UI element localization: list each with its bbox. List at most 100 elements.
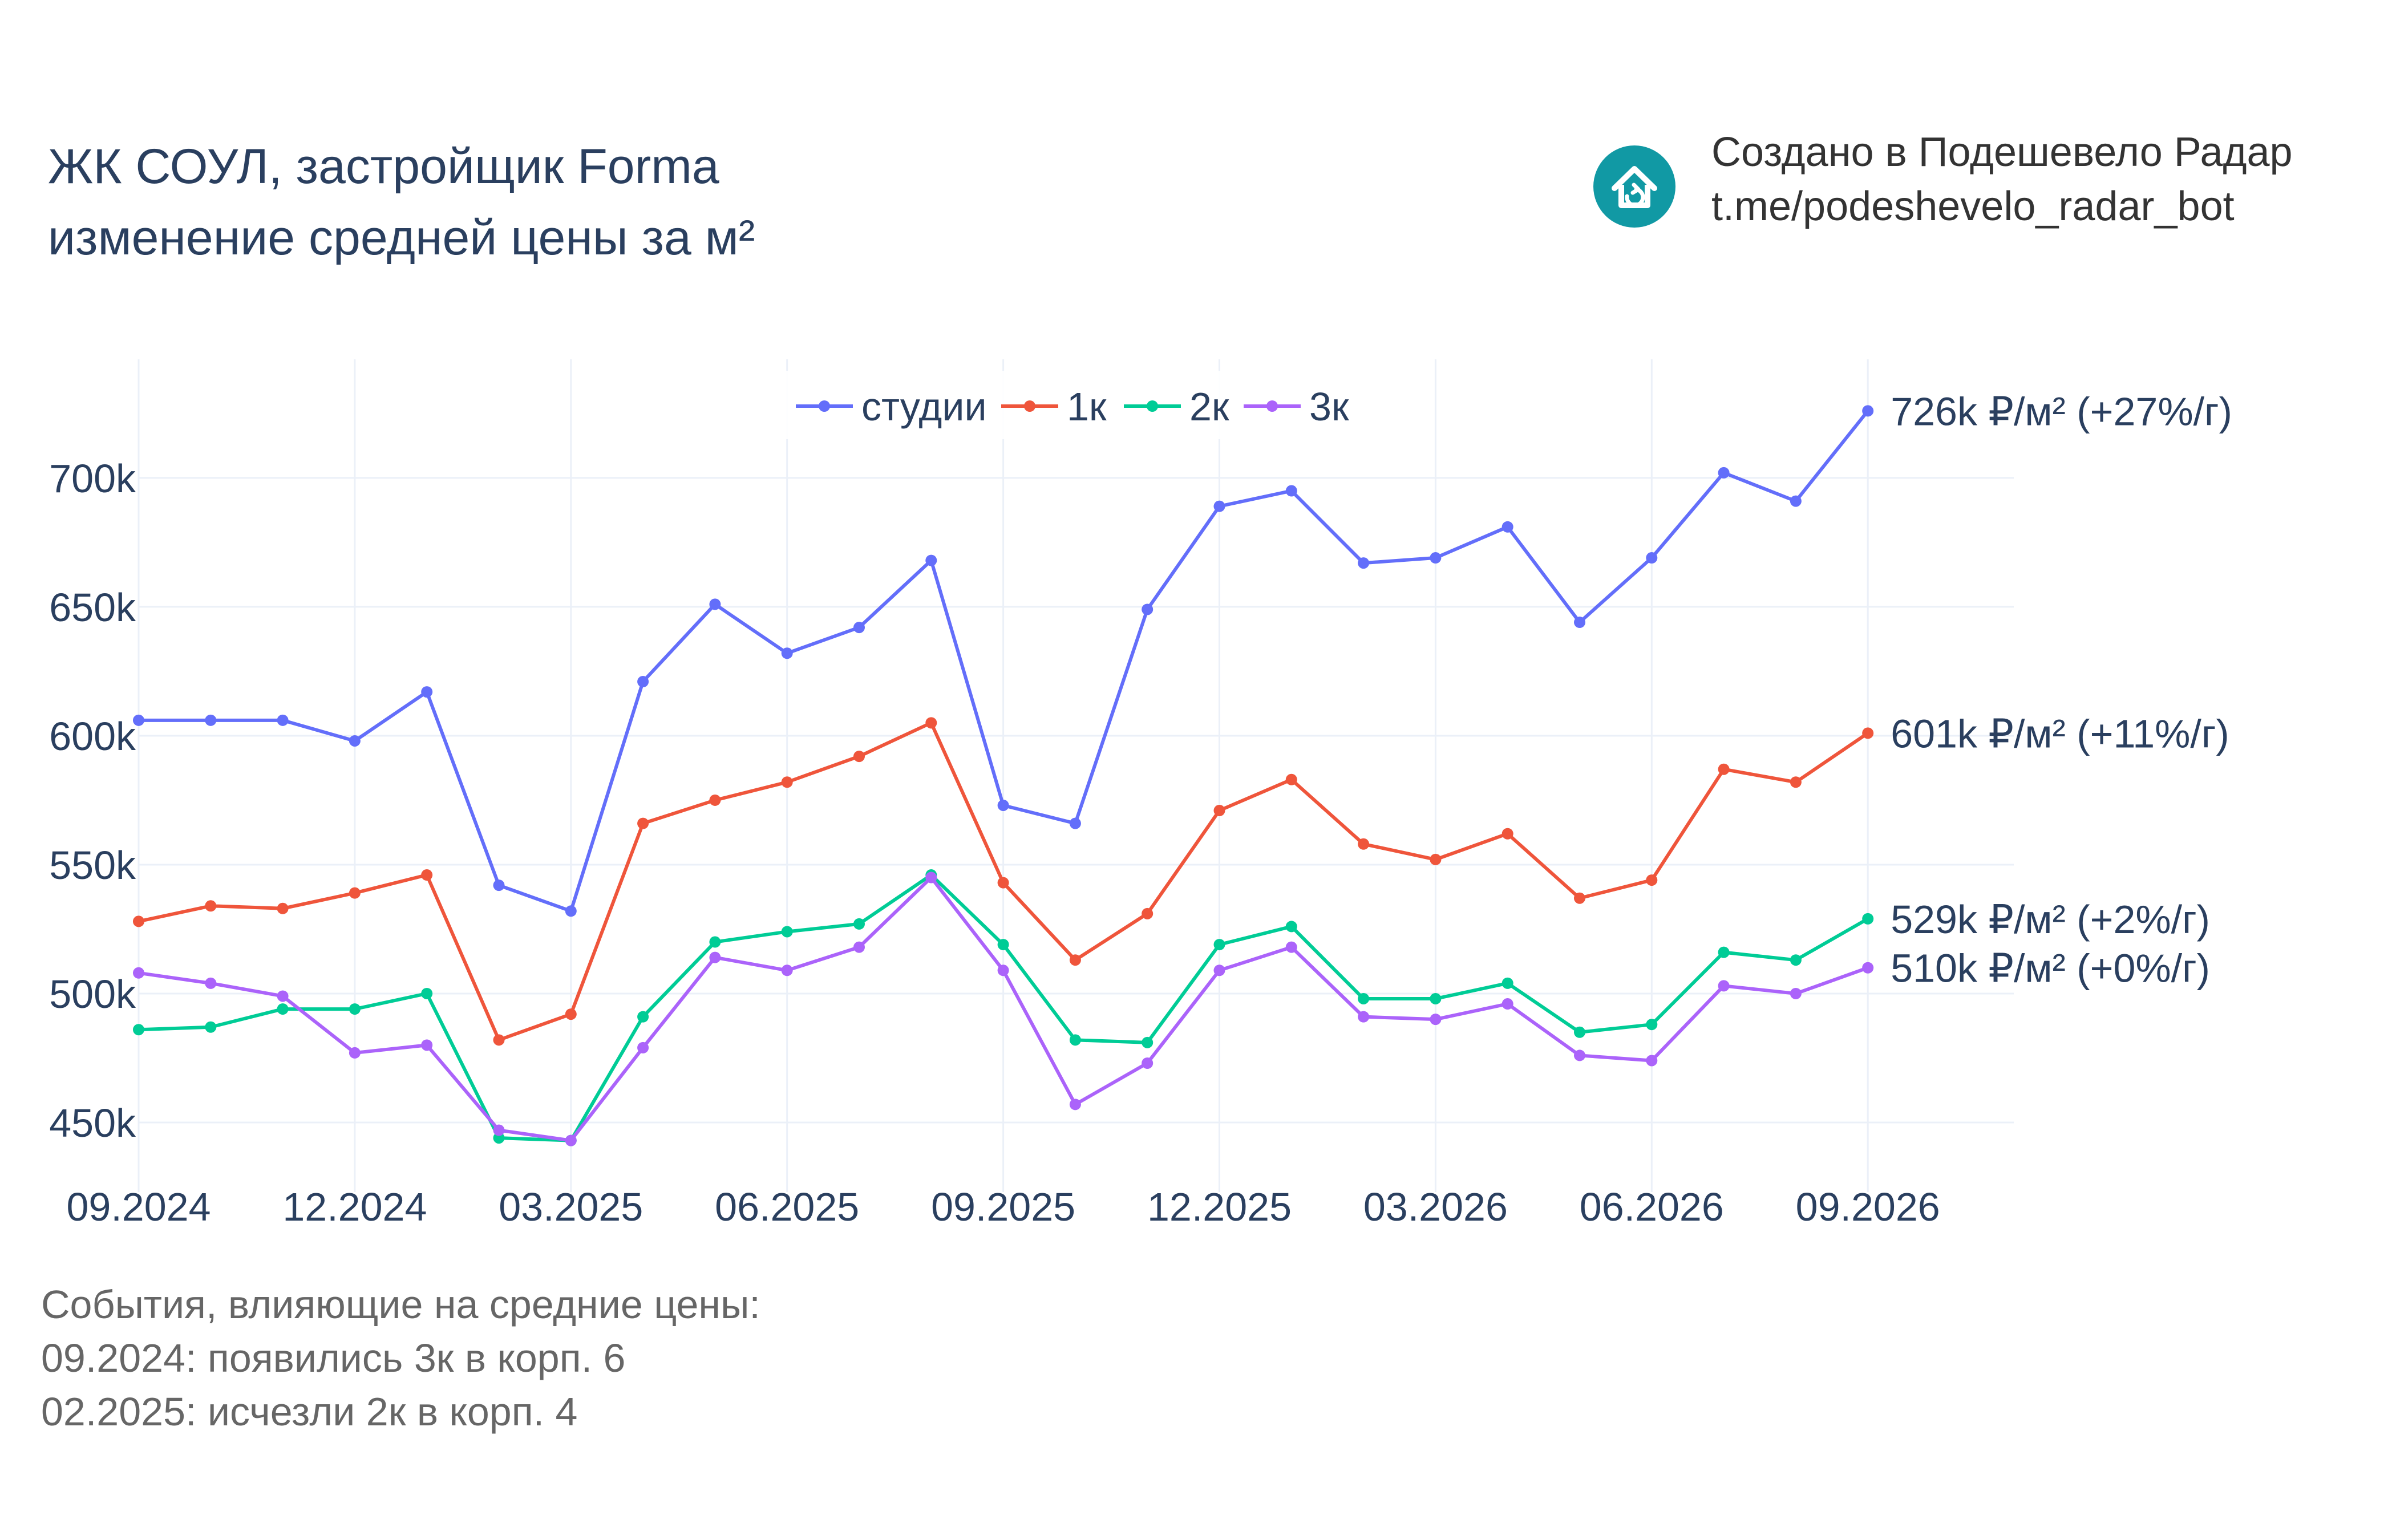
- x-tick-label: 03.2026: [1363, 1185, 1508, 1229]
- data-point: [349, 887, 361, 899]
- data-point: [1862, 913, 1874, 925]
- data-point: [997, 799, 1009, 811]
- data-point: [997, 877, 1009, 889]
- end-label: 726k ₽/м² (+27%/г): [1891, 389, 2232, 433]
- data-point: [637, 817, 649, 829]
- data-point: [277, 714, 289, 726]
- data-point: [205, 714, 217, 726]
- x-tick-label: 09.2025: [931, 1185, 1075, 1229]
- data-point: [781, 647, 793, 659]
- series-1: [133, 405, 1874, 917]
- house-logo-icon: [1593, 145, 1675, 228]
- data-point: [637, 1041, 649, 1053]
- data-point: [1142, 1057, 1154, 1069]
- data-point: [1213, 939, 1225, 951]
- x-tick-label: 06.2025: [715, 1185, 859, 1229]
- data-point: [1718, 980, 1730, 992]
- brand-text: Создано в Подешевело Радар t.me/podeshev…: [1711, 125, 2293, 234]
- data-point: [781, 964, 793, 976]
- event-item-1: 09.2024: появились 3к в корп. 6: [41, 1336, 626, 1380]
- data-point: [1142, 1036, 1154, 1048]
- data-point: [1069, 954, 1081, 966]
- legend-label: 3к: [1309, 384, 1349, 429]
- data-point: [1574, 617, 1585, 629]
- data-point: [853, 751, 865, 763]
- data-point: [997, 964, 1009, 976]
- data-point: [709, 598, 721, 610]
- y-tick-label: 700k: [49, 456, 136, 501]
- x-axis: 09.2024 12.2024 03.2025 06.2025 09.2025 12.20…: [66, 1185, 1940, 1229]
- data-point: [637, 676, 649, 688]
- data-point: [1430, 853, 1442, 865]
- event-item-2: 02.2025: исчезли 2к в корп. 4: [41, 1389, 578, 1434]
- data-point: [1501, 998, 1513, 1010]
- data-point: [1862, 405, 1874, 417]
- data-point: [1790, 954, 1802, 966]
- data-point: [1574, 1026, 1585, 1038]
- data-point: [1069, 1099, 1081, 1111]
- legend: студии 1к 2к 3к: [782, 371, 1358, 439]
- data-point: [1213, 805, 1225, 817]
- data-point: [133, 1024, 144, 1036]
- data-point: [1358, 838, 1370, 850]
- x-tick-label: 12.2024: [282, 1185, 427, 1229]
- data-point: [1646, 1019, 1658, 1031]
- data-point: [1285, 921, 1297, 933]
- brand-link[interactable]: t.me/podeshevelo_radar_bot: [1711, 184, 2235, 229]
- data-point: [925, 872, 937, 884]
- data-point: [1285, 941, 1297, 953]
- end-label: 529k ₽/м² (+2%/г): [1891, 897, 2210, 942]
- data-point: [1142, 907, 1154, 919]
- data-point: [781, 926, 793, 938]
- brand-block: Создано в Подешевело Радар t.me/podeshev…: [1592, 125, 2333, 251]
- series-2: [133, 717, 1874, 1046]
- legend-label: 1к: [1067, 384, 1107, 429]
- legend-marker: [1147, 400, 1158, 412]
- brand-line1: Создано в Подешевело Радар: [1711, 129, 2293, 175]
- data-point: [1430, 552, 1442, 564]
- chart-title-line2: изменение средней цены за м²: [48, 210, 755, 265]
- data-point: [565, 1134, 577, 1146]
- legend-label: студии: [861, 384, 987, 429]
- data-point: [1069, 817, 1081, 829]
- data-point: [421, 1039, 433, 1051]
- data-point: [925, 717, 937, 729]
- series-layer: [133, 405, 1874, 1146]
- data-point: [1501, 828, 1513, 840]
- legend-marker: [1266, 400, 1278, 412]
- data-point: [277, 1003, 289, 1015]
- data-point: [853, 918, 865, 930]
- x-tick-label: 09.2026: [1796, 1185, 1940, 1229]
- data-point: [925, 554, 937, 566]
- legend-marker: [1024, 400, 1035, 412]
- y-tick-label: 550k: [49, 843, 136, 887]
- data-point: [133, 714, 144, 726]
- data-point: [1790, 776, 1802, 788]
- data-point: [1213, 964, 1225, 976]
- legend-item[interactable]: 3к: [1244, 384, 1349, 429]
- legend-item[interactable]: 2к: [1124, 384, 1229, 429]
- chart-title: ЖК СОУЛ, застройщик Forma изменение сред…: [48, 131, 755, 274]
- data-point: [1718, 946, 1730, 958]
- data-point: [1358, 992, 1370, 1004]
- data-point: [133, 967, 144, 979]
- data-point: [1574, 1049, 1585, 1061]
- data-point: [1142, 603, 1154, 615]
- legend-item[interactable]: 1к: [1001, 384, 1107, 429]
- end-label: 510k ₽/м² (+0%/г): [1891, 946, 2210, 991]
- data-point: [709, 936, 721, 948]
- grid: [137, 359, 2014, 1192]
- x-tick-label: 03.2025: [499, 1185, 643, 1229]
- x-tick-label: 06.2026: [1580, 1185, 1724, 1229]
- x-tick-label: 09.2024: [66, 1185, 211, 1229]
- data-point: [1501, 521, 1513, 533]
- y-tick-label: 450k: [49, 1101, 136, 1145]
- legend-item[interactable]: студии: [796, 384, 987, 429]
- data-point: [1646, 874, 1658, 886]
- y-axis: 450k 500k 550k 600k 650k 700k: [49, 456, 136, 1145]
- data-point: [781, 776, 793, 788]
- data-point: [421, 869, 433, 881]
- data-point: [1285, 485, 1297, 497]
- data-point: [997, 939, 1009, 951]
- data-point: [1862, 727, 1874, 739]
